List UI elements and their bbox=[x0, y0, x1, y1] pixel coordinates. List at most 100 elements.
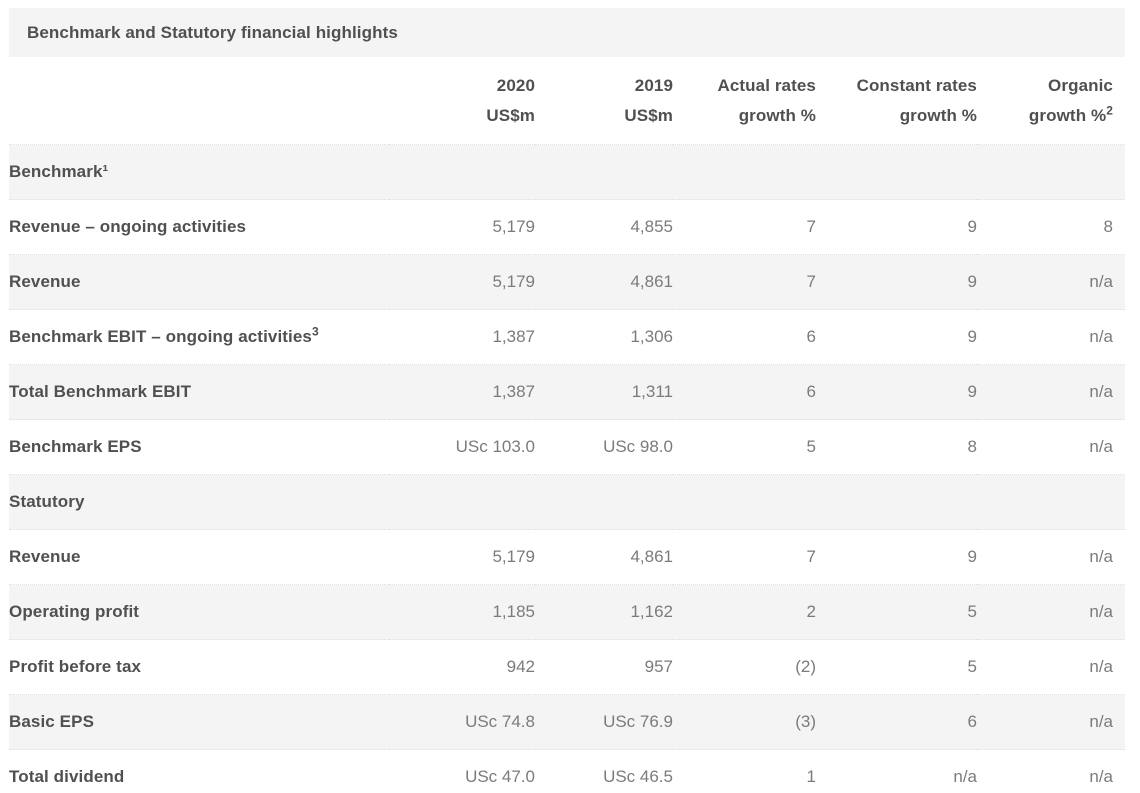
table-row: Benchmark EBIT – ongoing activities3 1,38… bbox=[9, 309, 1125, 365]
column-header-line2-text: US$m bbox=[624, 105, 673, 125]
row-label-text: Operating profit bbox=[9, 602, 140, 621]
table-row: Revenue – ongoing activities 5,179 4,855 7 9… bbox=[9, 199, 1125, 255]
row-label: Revenue – ongoing activities bbox=[9, 200, 389, 255]
cell-value: n/a bbox=[1089, 547, 1113, 566]
cell-value: 4,861 bbox=[630, 272, 673, 291]
table-header-row: 2020 US$m 2019 US$m Actual rates growth % Cons… bbox=[9, 57, 1125, 145]
column-header-line2-text: US$m bbox=[486, 105, 535, 125]
cell-value: (2) bbox=[795, 657, 816, 676]
section-label: Statutory bbox=[9, 475, 389, 530]
cell-value: 9 bbox=[967, 382, 977, 401]
cell-value: 1,185 bbox=[492, 602, 535, 621]
cell-value: 5,179 bbox=[492, 272, 535, 291]
row-label: Benchmark EPS bbox=[9, 420, 389, 475]
column-header-line2: growth % bbox=[673, 101, 816, 131]
table-row: Basic EPS USc 74.8 USc 76.9 (3) 6 n/a bbox=[9, 694, 1125, 750]
column-header-line2-text: growth % bbox=[1028, 105, 1107, 125]
column-header-line2-text: growth % bbox=[899, 105, 977, 125]
cell-value: 1,387 bbox=[492, 327, 535, 346]
cell-value bbox=[816, 475, 977, 530]
cell-value bbox=[816, 145, 977, 200]
column-header-line2-text: growth % bbox=[738, 105, 816, 125]
cell-value bbox=[977, 475, 1125, 530]
column-header: Constant rates growth % bbox=[816, 57, 977, 145]
cell-value: 1,162 bbox=[630, 602, 673, 621]
table-row: Revenue 5,179 4,861 7 9 n/a bbox=[9, 254, 1125, 310]
cell-value: n/a bbox=[953, 767, 977, 786]
row-label-text: Benchmark EBIT – ongoing activities bbox=[9, 327, 312, 346]
cell-value: n/a bbox=[1089, 437, 1113, 456]
cell-value: USc 46.5 bbox=[603, 767, 673, 786]
financial-highlights-table: 2020 US$m 2019 US$m Actual rates growth % Cons… bbox=[9, 57, 1125, 793]
cell-value: 957 bbox=[644, 657, 673, 676]
cell-value: 9 bbox=[967, 217, 977, 236]
cell-value: 5 bbox=[967, 602, 977, 621]
column-header: 2020 US$m bbox=[389, 57, 535, 145]
table-row: Operating profit 1,185 1,162 2 5 n/a bbox=[9, 584, 1125, 640]
cell-value: USc 76.9 bbox=[603, 712, 673, 731]
cell-value: 1,306 bbox=[630, 327, 673, 346]
cell-value: USc 103.0 bbox=[455, 437, 535, 456]
table-body: Benchmark¹ Revenue – ongoing activities 5,… bbox=[9, 144, 1125, 793]
row-label: Profit before tax bbox=[9, 640, 389, 695]
section-label: Benchmark¹ bbox=[9, 145, 389, 200]
section-row: Statutory bbox=[9, 474, 1125, 530]
column-header-line2: US$m bbox=[535, 101, 673, 131]
cell-value bbox=[673, 145, 816, 200]
footnote-marker: 2 bbox=[1106, 102, 1113, 117]
cell-value bbox=[389, 475, 535, 530]
cell-value: USc 74.8 bbox=[465, 712, 535, 731]
row-label: Total dividend bbox=[9, 750, 389, 793]
cell-value: n/a bbox=[1089, 602, 1113, 621]
cell-value: n/a bbox=[1089, 712, 1113, 731]
cell-value bbox=[535, 475, 673, 530]
column-header-line1: Constant rates bbox=[856, 75, 977, 95]
cell-value: 8 bbox=[967, 437, 977, 456]
cell-value: 1,387 bbox=[492, 382, 535, 401]
cell-value: n/a bbox=[1089, 272, 1113, 291]
row-label-text: Basic EPS bbox=[9, 712, 95, 731]
column-header-line2: growth % bbox=[816, 101, 977, 131]
cell-value: 9 bbox=[967, 547, 977, 566]
cell-value: 5,179 bbox=[492, 547, 535, 566]
cell-value: USc 47.0 bbox=[465, 767, 535, 786]
cell-value: 9 bbox=[967, 272, 977, 291]
row-label-text: Benchmark¹ bbox=[9, 162, 109, 181]
cell-value: n/a bbox=[1089, 657, 1113, 676]
cell-value: 4,861 bbox=[630, 547, 673, 566]
cell-value: 4,855 bbox=[630, 217, 673, 236]
table-title: Benchmark and Statutory financial highli… bbox=[27, 22, 398, 42]
table-row: Revenue 5,179 4,861 7 9 n/a bbox=[9, 529, 1125, 585]
column-header-line1: 2019 bbox=[634, 75, 673, 95]
cell-value: 1 bbox=[806, 767, 816, 786]
row-label-text: Profit before tax bbox=[9, 657, 142, 676]
cell-value: 7 bbox=[806, 272, 816, 291]
cell-value: 7 bbox=[806, 547, 816, 566]
column-header-line2: US$m bbox=[389, 101, 535, 131]
row-label-text: Revenue bbox=[9, 547, 81, 566]
row-label: Revenue bbox=[9, 255, 389, 310]
table-row: Total dividend USc 47.0 USc 46.5 1 n/a n/a bbox=[9, 749, 1125, 793]
column-header-line2: growth %2 bbox=[977, 101, 1113, 131]
column-header-line1: Actual rates bbox=[717, 75, 816, 95]
row-label-text: Total dividend bbox=[9, 767, 125, 786]
cell-value: 6 bbox=[967, 712, 977, 731]
cell-value bbox=[977, 145, 1125, 200]
row-label-text: Benchmark EPS bbox=[9, 437, 142, 456]
corner-cell bbox=[9, 57, 389, 145]
column-header: 2019 US$m bbox=[535, 57, 673, 145]
table-row: Benchmark EPS USc 103.0 USc 98.0 5 8 n/a bbox=[9, 419, 1125, 475]
column-header: Organic growth %2 bbox=[977, 57, 1125, 145]
cell-value bbox=[535, 145, 673, 200]
cell-value: 1,311 bbox=[631, 382, 673, 401]
section-row: Benchmark¹ bbox=[9, 144, 1125, 200]
row-label: Revenue bbox=[9, 530, 389, 585]
row-label: Basic EPS bbox=[9, 695, 389, 750]
column-header-line1: Organic bbox=[1048, 75, 1113, 95]
column-header: Actual rates growth % bbox=[673, 57, 816, 145]
row-label-text: Statutory bbox=[9, 492, 85, 511]
cell-value: 5,179 bbox=[492, 217, 535, 236]
column-header-line1: 2020 bbox=[496, 75, 535, 95]
cell-value: n/a bbox=[1089, 767, 1113, 786]
